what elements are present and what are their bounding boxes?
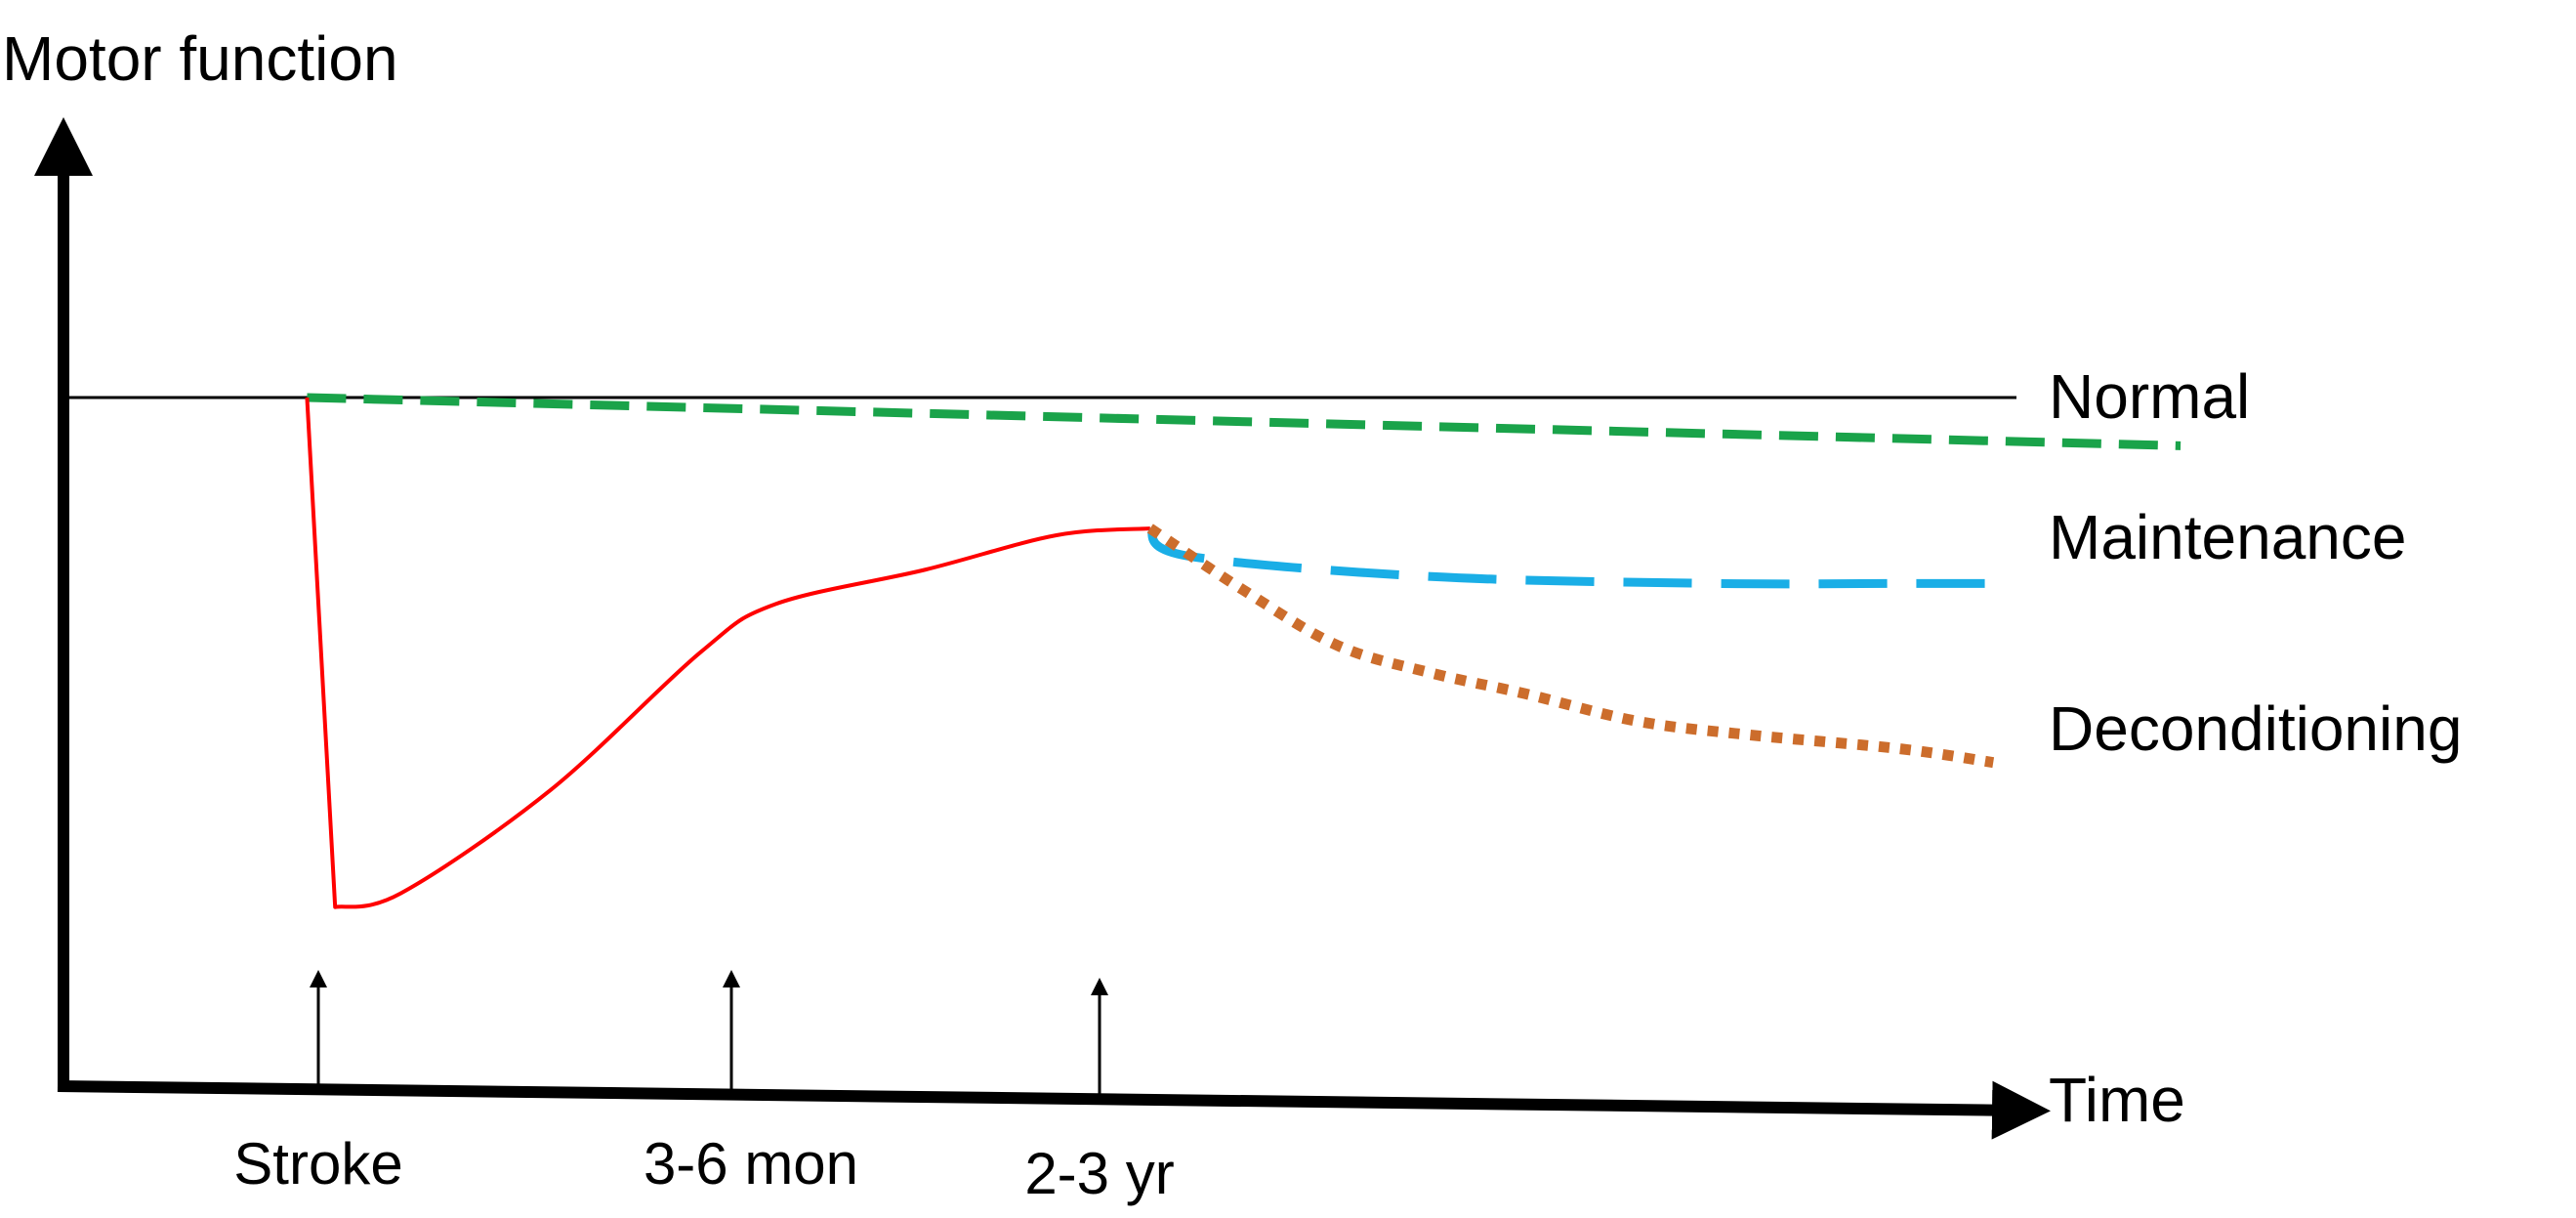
series-line-deconditioning [1146, 524, 1995, 769]
tick-label-stroke: Stroke [233, 1131, 402, 1197]
series-label-maintenance: Maintenance [2049, 502, 2406, 572]
tick-label-2-3-yr: 2-3 yr [1024, 1141, 1174, 1206]
y-axis-title: Motor function [2, 23, 398, 94]
series-line-recovery [305, 397, 1150, 909]
series-line-normal [307, 393, 2181, 450]
series-label-deconditioning: Deconditioning [2049, 693, 2462, 764]
x-axis [57, 1080, 2051, 1140]
x-axis-title: Time [2049, 1065, 2185, 1135]
tick-label-3-6-mon: 3-6 mon [644, 1131, 858, 1197]
series-line-maintenance [1146, 525, 1994, 589]
series-label-normal: Normal [2049, 361, 2250, 432]
